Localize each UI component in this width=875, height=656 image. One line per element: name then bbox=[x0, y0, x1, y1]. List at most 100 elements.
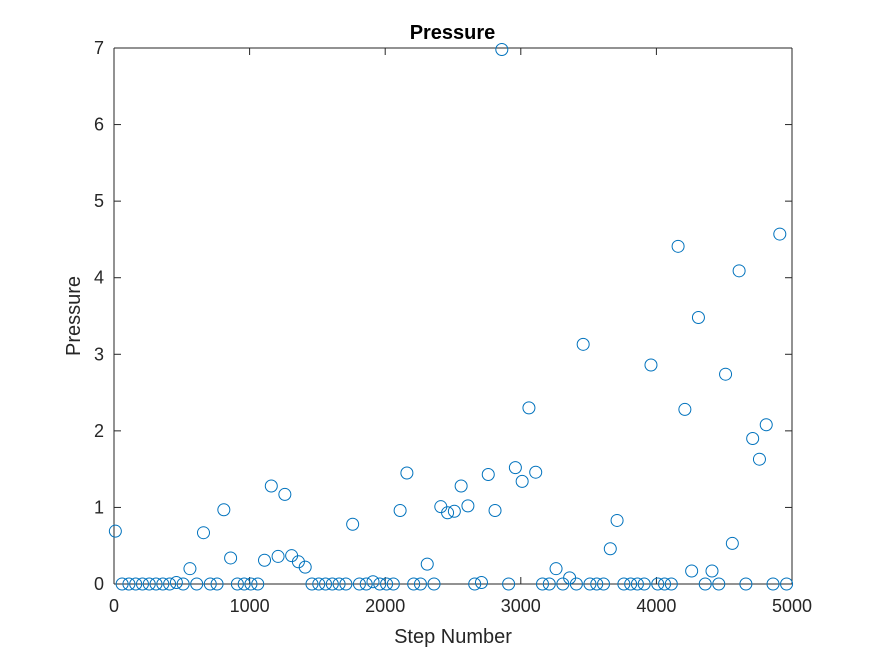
y-tick-labels: 0 1 2 3 4 5 6 7 bbox=[94, 38, 104, 594]
data-point bbox=[583, 577, 597, 591]
data-point bbox=[122, 577, 136, 591]
data-point bbox=[237, 577, 251, 591]
data-point bbox=[305, 577, 319, 591]
data-point bbox=[352, 577, 366, 591]
data-point bbox=[224, 551, 238, 565]
data-point bbox=[624, 577, 638, 591]
y-tick-label: 2 bbox=[94, 421, 104, 441]
plot-area bbox=[114, 48, 792, 584]
data-point bbox=[461, 499, 475, 513]
data-point bbox=[685, 564, 699, 578]
data-point bbox=[441, 506, 455, 520]
data-point bbox=[312, 577, 326, 591]
data-point bbox=[230, 577, 244, 591]
y-tick-label: 1 bbox=[94, 497, 104, 517]
data-point bbox=[183, 562, 197, 576]
data-point bbox=[651, 577, 665, 591]
data-point bbox=[454, 479, 468, 493]
chart-title: Pressure bbox=[410, 22, 496, 44]
data-point bbox=[481, 468, 495, 482]
data-point bbox=[373, 577, 387, 591]
y-tick-label: 6 bbox=[94, 115, 104, 135]
data-point bbox=[780, 577, 794, 591]
y-tick-label: 7 bbox=[94, 38, 104, 58]
data-point bbox=[502, 577, 516, 591]
data-point bbox=[359, 577, 373, 591]
data-point bbox=[569, 577, 583, 591]
data-point bbox=[739, 577, 753, 591]
data-point bbox=[630, 577, 644, 591]
x-tick-label: 2000 bbox=[365, 596, 405, 616]
data-point bbox=[671, 239, 685, 253]
data-point bbox=[149, 577, 163, 591]
data-point bbox=[542, 577, 556, 591]
data-point bbox=[380, 577, 394, 591]
data-point bbox=[115, 577, 129, 591]
data-point bbox=[746, 432, 760, 446]
data-point bbox=[129, 577, 143, 591]
y-tick-label: 0 bbox=[94, 574, 104, 594]
data-point bbox=[719, 367, 733, 381]
data-point bbox=[156, 577, 170, 591]
data-point bbox=[529, 465, 543, 479]
y-tick-label: 3 bbox=[94, 344, 104, 364]
data-point bbox=[393, 503, 407, 517]
data-point bbox=[515, 474, 529, 488]
data-point bbox=[617, 577, 631, 591]
data-point bbox=[732, 264, 746, 278]
data-point bbox=[610, 513, 624, 527]
data-point bbox=[691, 311, 705, 325]
data-point bbox=[217, 503, 231, 517]
data-point bbox=[407, 577, 421, 591]
x-tick-label: 5000 bbox=[772, 596, 812, 616]
data-point bbox=[597, 577, 611, 591]
data-point bbox=[346, 517, 360, 531]
data-point bbox=[590, 577, 604, 591]
x-tick-label: 1000 bbox=[230, 596, 270, 616]
data-point bbox=[773, 227, 787, 241]
data-point bbox=[163, 577, 177, 591]
y-tick-label: 4 bbox=[94, 268, 104, 288]
data-point bbox=[264, 479, 278, 493]
data-point bbox=[725, 536, 739, 550]
x-tick-label: 0 bbox=[109, 596, 119, 616]
data-point bbox=[386, 577, 400, 591]
x-axis-label: Step Number bbox=[394, 626, 512, 648]
data-point bbox=[658, 577, 672, 591]
data-point bbox=[142, 577, 156, 591]
data-point bbox=[190, 577, 204, 591]
data-point bbox=[698, 577, 712, 591]
data-point bbox=[278, 487, 292, 501]
data-point bbox=[298, 560, 312, 574]
data-point bbox=[325, 577, 339, 591]
data-point bbox=[468, 577, 482, 591]
data-point bbox=[196, 526, 210, 540]
data-point bbox=[535, 577, 549, 591]
data-point bbox=[176, 577, 190, 591]
data-point bbox=[339, 577, 353, 591]
data-point bbox=[319, 577, 333, 591]
data-point bbox=[678, 402, 692, 416]
data-point bbox=[766, 577, 780, 591]
x-tick-labels: 0 1000 2000 3000 4000 5000 bbox=[109, 596, 812, 616]
data-point bbox=[644, 358, 658, 372]
data-point bbox=[366, 575, 380, 589]
data-point bbox=[495, 43, 509, 57]
data-point bbox=[576, 337, 590, 351]
data-point bbox=[169, 575, 183, 589]
data-point bbox=[258, 553, 272, 567]
data-point bbox=[251, 577, 265, 591]
data-point bbox=[413, 577, 427, 591]
data-point bbox=[420, 557, 434, 571]
data-point bbox=[108, 524, 122, 538]
y-axis-label: Pressure bbox=[63, 276, 85, 356]
data-points bbox=[108, 43, 794, 591]
data-point bbox=[210, 577, 224, 591]
data-point bbox=[488, 503, 502, 517]
data-point bbox=[759, 418, 773, 432]
data-point bbox=[271, 549, 285, 563]
data-point bbox=[752, 452, 766, 466]
data-point bbox=[400, 466, 414, 480]
data-point bbox=[427, 577, 441, 591]
x-tick-label: 3000 bbox=[501, 596, 541, 616]
